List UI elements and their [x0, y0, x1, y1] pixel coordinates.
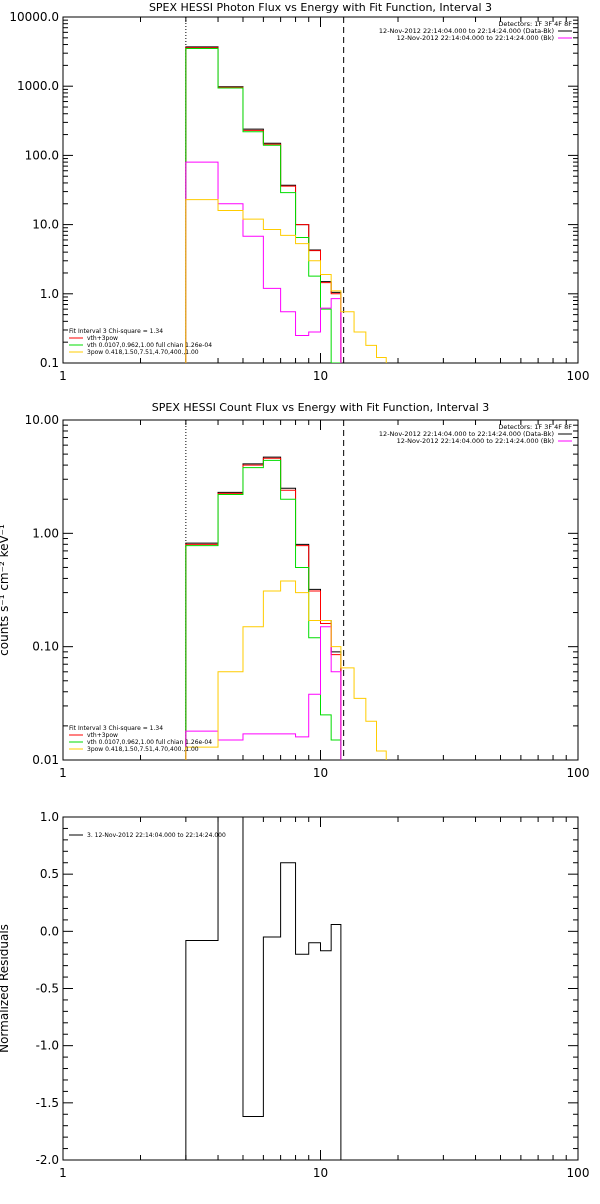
series-group: [185, 817, 342, 1160]
y-tick-label: 1.00: [32, 526, 59, 540]
y-tick-label: 1.0: [40, 810, 59, 824]
legend-line: vth+3pow: [87, 732, 118, 739]
legend-line: Fit Interval 3 Chi-square = 1.34: [69, 328, 163, 335]
series-line-4: [185, 580, 387, 760]
y-axis-label: Normalized Residuals: [0, 924, 11, 1053]
x-tick-label: 1: [59, 369, 67, 383]
y-tick-label: 0.0: [40, 924, 59, 938]
chart-title: SPEX HESSI Photon Flux vs Energy with Fi…: [149, 1, 492, 14]
header-line: Detectors: 1F 3F 4F 8F: [498, 20, 572, 28]
y-tick-label: 10.0: [32, 218, 59, 232]
series-group: [185, 46, 387, 363]
legend-line: 3pow 0.418,1.50,7.51,4.70,400.,1.00: [87, 349, 199, 356]
series-line-3: [185, 161, 342, 363]
y-tick-label: 0.01: [32, 753, 59, 767]
x-tick-label: 100: [567, 369, 590, 383]
y-ticks: [63, 816, 578, 1161]
y-tick-label: 10000.0: [9, 10, 59, 24]
series-line-2: [185, 48, 341, 363]
x-tick-label: 1: [59, 1166, 67, 1180]
legend-line: vth 0.0107,0.962,1.00 full chian 1.26e-0…: [87, 739, 212, 746]
x-ticks: [62, 17, 567, 363]
x-tick-label: 1: [59, 766, 67, 780]
count-flux-panel: SPEX HESSI Count Flux vs Energy with Fit…: [0, 401, 589, 780]
residuals-panel: Normalized Residuals 1 10 100 -2.0 -1.5 -1.0 -0…: [0, 810, 589, 1180]
legend-line: vth 0.0107,0.962,1.00 full chian 1.26e-0…: [87, 342, 212, 349]
y-tick-label: 1.0: [40, 287, 59, 301]
x-tick-label: 100: [567, 1166, 590, 1180]
y-tick-label: 100.0: [25, 148, 59, 162]
y-ticks: [63, 19, 578, 364]
x-tick-label: 10: [313, 766, 328, 780]
legend-line: 3. 12-Nov-2012 22:14:04.000 to 22:14:24.…: [87, 832, 226, 839]
x-ticks: [62, 420, 567, 760]
series-line-1: [185, 457, 342, 760]
x-tick-label: 10: [313, 1166, 328, 1180]
y-ticks: [63, 424, 578, 761]
chart-title: SPEX HESSI Count Flux vs Energy with Fit…: [152, 401, 489, 414]
y-tick-label: 10.00: [25, 413, 59, 427]
y-tick-label: -2.0: [36, 1153, 59, 1167]
y-tick-label: -1.0: [36, 1039, 59, 1053]
series-line-4: [185, 199, 387, 363]
plot-frame: [62, 816, 579, 1161]
photon-flux-panel: SPEX HESSI Photon Flux vs Energy with Fi…: [9, 1, 589, 383]
series-line-1: [185, 47, 342, 363]
legend-line: Fit Interval 3 Chi-square = 1.34: [69, 725, 163, 732]
y-tick-label: 0.5: [40, 867, 59, 881]
y-axis-label: counts s⁻¹ cm⁻² keV⁻¹: [0, 524, 11, 656]
y-tick-label: 0.10: [32, 640, 59, 654]
series-line-0: [185, 46, 342, 363]
header-line: 12-Nov-2012 22:14:04.000 to 22:14:24.000…: [379, 27, 554, 35]
series-line-2: [185, 459, 342, 760]
y-tick-label: -0.5: [36, 982, 59, 996]
x-ticks: [62, 817, 567, 1160]
legend-line: 3pow 0.418,1.50,7.51,4.70,400.,1.00: [87, 746, 199, 753]
header-line: 12-Nov-2012 22:14:04.000 to 22:14:24.000…: [397, 34, 554, 42]
header-line: Detectors: 1F 3F 4F 8F: [498, 423, 572, 431]
legend-line: vth+3pow: [87, 335, 118, 342]
x-tick-label: 10: [313, 369, 328, 383]
y-tick-label: -1.5: [36, 1096, 59, 1110]
y-tick-label: 0.1: [40, 356, 59, 370]
y-tick-label: 1000.0: [17, 79, 59, 93]
series-line-0: [185, 817, 342, 1160]
header-line: 12-Nov-2012 22:14:04.000 to 22:14:24.000…: [379, 430, 554, 438]
x-tick-label: 100: [567, 766, 590, 780]
series-group: [185, 456, 387, 760]
header-line: 12-Nov-2012 22:14:04.000 to 22:14:24.000…: [397, 437, 554, 445]
